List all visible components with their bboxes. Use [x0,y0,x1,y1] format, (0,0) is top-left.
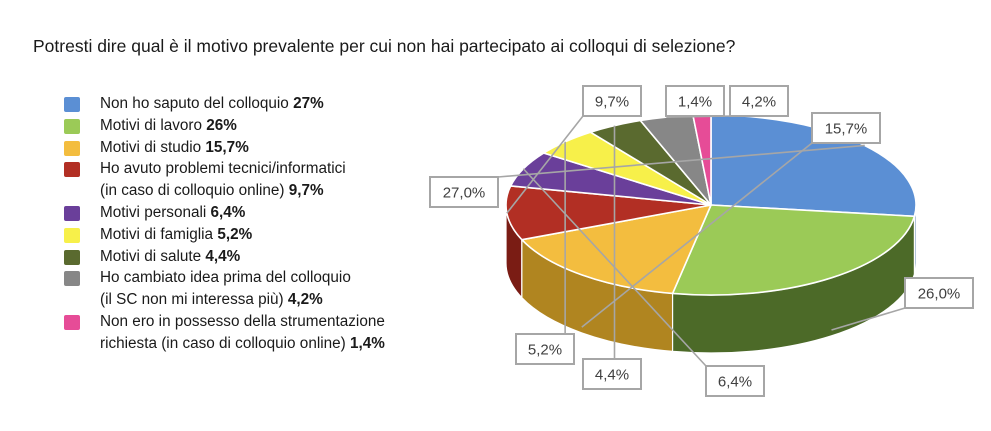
legend-item: Motivi di famiglia 5,2% [64,224,464,246]
data-label-box [582,358,642,390]
data-label: 1,4% [678,94,712,111]
legend-label: Motivi di salute [100,247,206,265]
legend-label: Motivi personali [100,203,211,221]
legend-label: Motivi di famiglia [100,225,218,243]
data-label: 4,2% [742,94,776,111]
data-label: 9,7% [595,94,629,111]
legend-item: Motivi di salute 4,4% [64,246,464,268]
legend-swatch [64,140,80,156]
legend-value: 4,4% [205,247,241,265]
legend-swatch [64,162,80,178]
chart-title: Potresti dire qual è il motivo prevalent… [33,36,736,56]
legend-label: Non ero in possesso della strumentazione [100,312,385,330]
legend-item: Ho cambiato idea prima del colloquio (il … [64,267,464,311]
legend-label: Non ho saputo del colloquio [100,95,294,112]
legend-item: Ho avuto problemi tecnici/informatici (in… [64,158,464,202]
legend-swatch [64,97,80,112]
legend-label: Motivi di lavoro [100,116,207,134]
legend-value: 1,4% [349,334,385,352]
legend-label: Ho avuto problemi tecnici/informatici [100,160,346,178]
pie-slice [521,204,712,295]
data-label: 15,7% [825,121,868,138]
legend-item: Motivi personali 6,4% [64,202,464,224]
data-label-leader [831,307,906,331]
legend-item: Motivi di studio 15,7% [64,137,464,159]
legend-item: Non ero in possesso della strumentazione… [64,311,464,355]
data-label-box [515,333,575,365]
data-label-box [705,365,765,397]
legend-label: Ho cambiato idea prima del colloquio [100,269,351,287]
legend-swatch [64,205,80,221]
data-label: 26,0% [918,286,961,303]
data-label-leader [581,142,813,328]
legend-item: Motivi di lavoro 26% [64,115,464,137]
data-label: 5,2% [528,342,562,359]
data-label: 6,4% [718,374,752,391]
legend-swatch [64,118,80,134]
legend-value: 15,7% [205,138,249,156]
legend-item: Non ho saputo del colloquio 27% [64,93,464,115]
data-label-box [811,112,881,144]
pie-slice [671,204,916,296]
legend-value: 5,2% [217,225,253,243]
legend-swatch [64,249,80,265]
chart-legend: Non ho saputo del colloquio 27% Motivi di… [64,93,464,355]
data-label-box [429,176,499,208]
data-label-leader [506,115,584,214]
data-label-box [729,85,789,117]
legend-value: 26% [206,116,237,134]
legend-swatch [64,314,80,330]
legend-label: (in caso di colloquio online) [100,182,289,200]
data-label-box [582,85,642,117]
legend-label: Motivi di studio [100,138,206,156]
legend-value: 27% [293,95,324,112]
data-label-box [904,277,974,309]
legend-label: (il SC non mi interessa più) [100,291,288,309]
data-label-box [665,85,725,117]
legend-value: 6,4% [210,203,246,221]
legend-swatch [64,227,80,243]
legend-value: 9,7% [288,182,324,200]
legend-label: richiesta (in caso di colloquio online) [100,334,350,352]
data-label: 4,4% [595,367,629,384]
legend-value: 4,2% [287,291,323,309]
data-label-leader [497,144,865,178]
data-label: 27,0% [443,185,486,202]
legend-swatch [64,271,80,287]
